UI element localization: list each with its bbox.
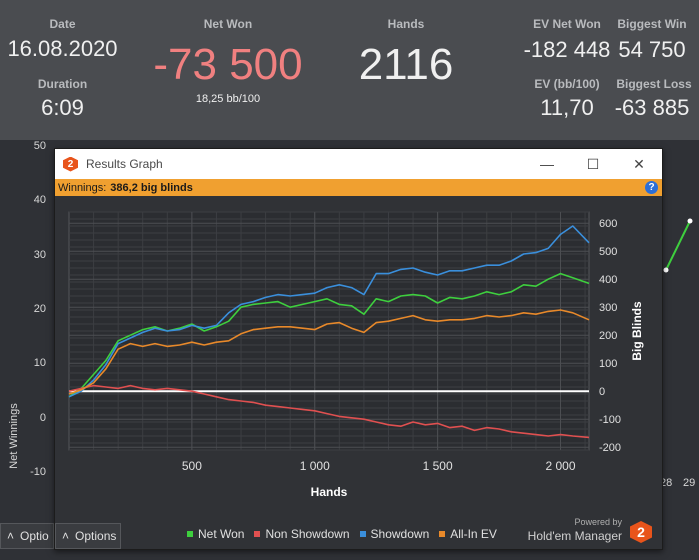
winnings-value: 386,2 big blinds <box>110 181 193 194</box>
legend-label: Non Showdown <box>265 527 350 541</box>
legend-label: All-In EV <box>450 527 497 541</box>
series-line-net-won <box>68 272 590 398</box>
background-ytick: 30 <box>33 248 46 261</box>
legend-label: Showdown <box>370 527 430 541</box>
background-ytick: 20 <box>33 302 46 315</box>
window-title: Results Graph <box>86 157 163 171</box>
legend-swatch <box>359 531 366 537</box>
legend-swatch <box>439 531 446 537</box>
y-tick-label: 200 <box>599 330 617 342</box>
hm2-logo-icon: 2 <box>63 156 78 172</box>
series-line-all-in-ev <box>68 309 590 395</box>
x-tick-label: 1 500 <box>423 459 453 473</box>
legend-label: Net Won <box>198 527 245 541</box>
background-ytick: 40 <box>33 194 46 207</box>
hands-label: Hands <box>387 17 425 31</box>
brand-label: Hold'em Manager <box>527 529 622 543</box>
y-tick-label: -200 <box>599 442 621 454</box>
x-tick-label: 500 <box>182 459 202 473</box>
x-tick-label: 1 000 <box>300 459 330 473</box>
window-titlebar[interactable]: 2 Results Graph — ☐ ✕ <box>55 149 662 179</box>
background-options-button[interactable]: ˄ Optio <box>0 523 54 549</box>
background-point <box>687 218 693 224</box>
background-ytick: 10 <box>33 357 46 370</box>
stats-panel: Date 16.08.2020 Duration 6:09 Net Won -7… <box>0 0 699 140</box>
legend-swatch <box>254 531 261 537</box>
minimize-button[interactable]: — <box>540 156 554 172</box>
y-tick-label: 400 <box>599 274 617 286</box>
ev-net-won-label: EV Net Won <box>533 17 601 31</box>
legend-item[interactable]: Non Showdown <box>254 527 350 541</box>
background-point <box>663 267 669 273</box>
background-line <box>665 220 691 271</box>
x-axis-label: Hands <box>311 485 348 499</box>
background-plot <box>663 218 693 273</box>
chevron-up-icon: ˄ <box>62 529 70 543</box>
legend-item[interactable]: Showdown <box>359 527 430 541</box>
biggest-loss-value: -63 885 <box>614 95 690 120</box>
help-icon[interactable]: ? <box>645 181 658 194</box>
background-xtick: 28 <box>660 477 673 489</box>
biggest-loss-label: Biggest Loss <box>616 77 692 91</box>
y-tick-label: -100 <box>599 414 621 426</box>
legend-item[interactable]: All-In EV <box>439 527 497 541</box>
net-won-bb100: 18,25 bb/100 <box>195 93 261 105</box>
chart-legend: Net Won Non Showdown Showdown All-In EV <box>187 527 507 541</box>
duration-label: Duration <box>37 77 88 91</box>
net-won-label: Net Won <box>203 17 253 31</box>
winnings-bar: Winnings: 386,2 big blinds ? <box>55 179 662 196</box>
background-xtick: 29 <box>683 477 696 489</box>
duration-value: 6:09 <box>41 95 84 120</box>
legend-item[interactable]: Net Won <box>187 527 244 541</box>
results-graph-window: 2 Results Graph — ☐ ✕ Winnings: 386,2 bi… <box>54 148 663 550</box>
powered-by-label: Powered by <box>574 517 622 527</box>
date-value: 16.08.2020 <box>7 36 118 61</box>
y-tick-label: 300 <box>599 302 617 314</box>
y-tick-label: 0 <box>599 386 605 398</box>
close-button[interactable]: ✕ <box>633 155 645 172</box>
x-tick-label: 2 000 <box>545 459 575 473</box>
ev-bb-value: 11,70 <box>540 95 594 120</box>
chevron-up-icon: ˄ <box>7 529 15 543</box>
options-button[interactable]: ˄ Options <box>55 523 121 549</box>
ev-bb-label: EV (bb/100) <box>534 77 600 91</box>
legend-swatch <box>187 531 193 537</box>
biggest-win-value: 54 750 <box>618 37 686 62</box>
background-ytick: 0 <box>39 411 46 424</box>
y-axis-label: Big Blinds <box>630 301 644 361</box>
background-ytick: 50 <box>33 140 46 152</box>
maximize-button[interactable]: ☐ <box>586 155 600 172</box>
results-chart: -200 -100 0 100 200 300 400 500 600 500 1 000 1 500… <box>68 211 644 499</box>
winnings-label: Winnings: <box>58 181 107 194</box>
date-label: Date <box>49 17 76 31</box>
ev-net-won-value: -182 448 <box>523 37 611 62</box>
biggest-win-label: Biggest Win <box>617 17 687 31</box>
hands-value: 2116 <box>358 40 454 89</box>
series-line-non-showdown <box>68 384 590 439</box>
series-line-showdown <box>68 225 590 398</box>
background-ytick: -10 <box>30 465 46 478</box>
y-tick-label: 500 <box>599 246 617 258</box>
net-won-value: -73 500 <box>153 40 303 89</box>
hm2-brand-icon: 2 <box>630 521 652 543</box>
y-tick-label: 600 <box>599 218 617 230</box>
y-tick-label: 100 <box>599 358 617 370</box>
background-chart: 50 40 30 20 10 0 -10 Net Winnings 28 29 <box>0 140 699 560</box>
